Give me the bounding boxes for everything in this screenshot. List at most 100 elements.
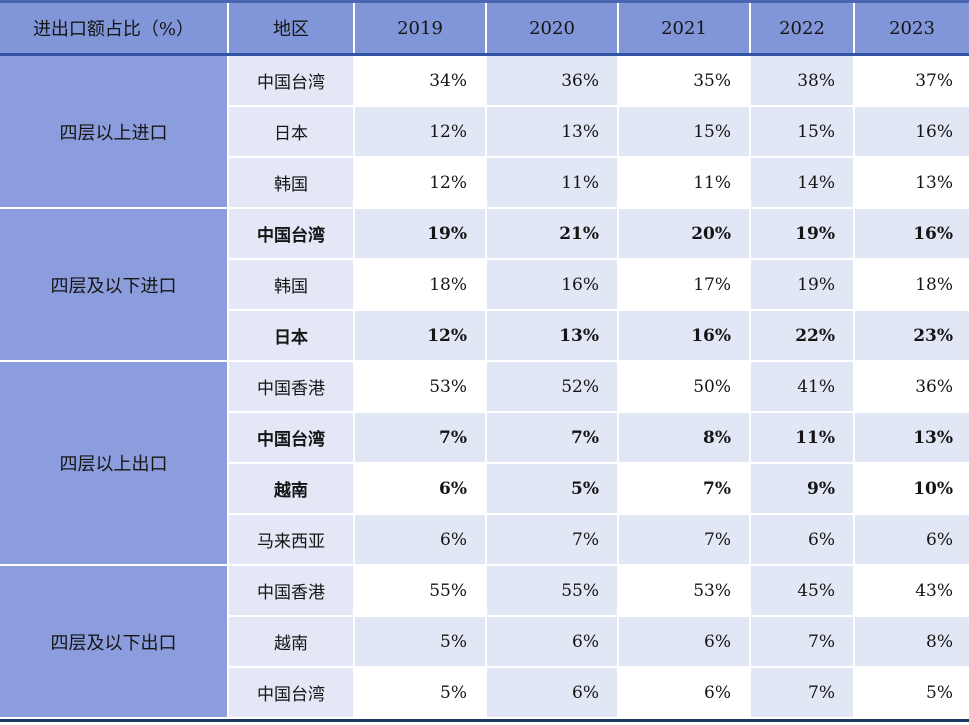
year-header-2021: 2021	[619, 3, 751, 53]
value-cell: 16%	[487, 260, 619, 309]
value-cell: 6%	[619, 668, 751, 717]
value-cell: 37%	[855, 56, 969, 105]
value-cell: 7%	[487, 413, 619, 462]
value-cell: 35%	[619, 56, 751, 105]
table-row: 越南 5% 6% 6% 7% 8%	[229, 617, 969, 668]
region-cell: 中国香港	[229, 362, 355, 411]
value-cell: 34%	[355, 56, 487, 105]
value-cell: 6%	[487, 617, 619, 666]
value-cell: 18%	[355, 260, 487, 309]
value-cell: 10%	[855, 464, 969, 513]
table-group: 四层及以下出口 中国香港 55% 55% 53% 45% 43% 越南 5% 6% 6% 7% 8% 中国…	[0, 566, 969, 719]
value-cell: 36%	[487, 56, 619, 105]
value-cell: 7%	[751, 617, 855, 666]
region-cell: 越南	[229, 617, 355, 666]
group-label-cell: 四层及以下进口	[0, 209, 229, 362]
value-cell: 43%	[855, 566, 969, 615]
region-cell: 日本	[229, 107, 355, 156]
value-cell: 11%	[487, 158, 619, 207]
region-cell: 中国台湾	[229, 56, 355, 105]
value-cell: 5%	[355, 617, 487, 666]
header-underline	[0, 53, 969, 56]
value-cell: 52%	[487, 362, 619, 411]
group-rows: 中国台湾 19% 21% 20% 19% 16% 韩国 18% 16% 17% 19% 18% 日本 12…	[229, 209, 969, 362]
value-cell: 20%	[619, 209, 751, 258]
value-cell: 13%	[487, 107, 619, 156]
table-row: 越南 6% 5% 7% 9% 10%	[229, 464, 969, 515]
table-row: 中国台湾 34% 36% 35% 38% 37%	[229, 56, 969, 107]
value-cell: 19%	[751, 260, 855, 309]
value-cell: 17%	[619, 260, 751, 309]
corner-header-cell: 进出口额占比（%）	[0, 3, 229, 53]
table-group: 四层及以下进口 中国台湾 19% 21% 20% 19% 16% 韩国 18% 16% 17% 19%…	[0, 209, 969, 362]
value-cell: 14%	[751, 158, 855, 207]
value-cell: 13%	[487, 311, 619, 360]
table-header-row: 进出口额占比（%） 地区 2019 2020 2021 2022 2023	[0, 3, 969, 53]
table-row: 中国台湾 19% 21% 20% 19% 16%	[229, 209, 969, 260]
group-label-cell: 四层以上出口	[0, 362, 229, 566]
table-row: 中国香港 55% 55% 53% 45% 43%	[229, 566, 969, 617]
value-cell: 12%	[355, 107, 487, 156]
group-rows: 中国台湾 34% 36% 35% 38% 37% 日本 12% 13% 15% 15% 16% 韩国 12…	[229, 56, 969, 209]
value-cell: 53%	[619, 566, 751, 615]
table-row: 日本 12% 13% 16% 22% 23%	[229, 311, 969, 362]
value-cell: 5%	[487, 464, 619, 513]
table-row: 中国台湾 5% 6% 6% 7% 5%	[229, 668, 969, 719]
value-cell: 5%	[855, 668, 969, 717]
value-cell: 19%	[355, 209, 487, 258]
region-cell: 中国台湾	[229, 413, 355, 462]
value-cell: 22%	[751, 311, 855, 360]
value-cell: 12%	[355, 311, 487, 360]
value-cell: 45%	[751, 566, 855, 615]
year-headers: 2019 2020 2021 2022 2023	[355, 3, 969, 53]
value-cell: 55%	[487, 566, 619, 615]
region-cell: 马来西亚	[229, 515, 355, 564]
value-cell: 19%	[751, 209, 855, 258]
value-cell: 7%	[487, 515, 619, 564]
region-cell: 越南	[229, 464, 355, 513]
value-cell: 8%	[619, 413, 751, 462]
value-cell: 5%	[355, 668, 487, 717]
value-cell: 50%	[619, 362, 751, 411]
group-rows: 中国香港 55% 55% 53% 45% 43% 越南 5% 6% 6% 7% 8% 中国台湾 5% 6% 6…	[229, 566, 969, 719]
value-cell: 6%	[355, 464, 487, 513]
value-cell: 8%	[855, 617, 969, 666]
table-row: 韩国 12% 11% 11% 14% 13%	[229, 158, 969, 209]
value-cell: 16%	[855, 107, 969, 156]
region-header-cell: 地区	[229, 3, 355, 53]
year-header-2019: 2019	[355, 3, 487, 53]
value-cell: 11%	[751, 413, 855, 462]
value-cell: 6%	[487, 668, 619, 717]
table-group: 四层以上出口 中国香港 53% 52% 50% 41% 36% 中国台湾 7% 7% 8% 11% 13…	[0, 362, 969, 566]
value-cell: 41%	[751, 362, 855, 411]
region-cell: 中国香港	[229, 566, 355, 615]
group-label-cell: 四层及以下出口	[0, 566, 229, 719]
value-cell: 7%	[751, 668, 855, 717]
year-header-2022: 2022	[751, 3, 855, 53]
year-header-2023: 2023	[889, 17, 935, 39]
table-body: 四层以上进口 中国台湾 34% 36% 35% 38% 37% 日本 12% 13% 15% 15% 1…	[0, 56, 969, 719]
value-cell: 21%	[487, 209, 619, 258]
value-cell: 6%	[355, 515, 487, 564]
value-cell: 18%	[855, 260, 969, 309]
value-cell: 13%	[855, 158, 969, 207]
value-cell: 7%	[355, 413, 487, 462]
table-row: 中国台湾 7% 7% 8% 11% 13%	[229, 413, 969, 464]
value-cell: 15%	[619, 107, 751, 156]
value-cell: 36%	[855, 362, 969, 411]
value-cell: 15%	[751, 107, 855, 156]
table-bottom-border	[0, 719, 969, 722]
region-cell: 日本	[229, 311, 355, 360]
group-rows: 中国香港 53% 52% 50% 41% 36% 中国台湾 7% 7% 8% 11% 13% 越南 6% 5…	[229, 362, 969, 566]
value-cell: 38%	[751, 56, 855, 105]
table-top-border	[0, 0, 969, 3]
year-header-2020: 2020	[487, 3, 619, 53]
value-cell: 9%	[751, 464, 855, 513]
table-row: 日本 12% 13% 15% 15% 16%	[229, 107, 969, 158]
value-cell: 13%	[855, 413, 969, 462]
value-cell: 6%	[619, 617, 751, 666]
value-cell: 7%	[619, 515, 751, 564]
table-group: 四层以上进口 中国台湾 34% 36% 35% 38% 37% 日本 12% 13% 15% 15% 1…	[0, 56, 969, 209]
value-cell: 6%	[855, 515, 969, 564]
value-cell: 55%	[355, 566, 487, 615]
